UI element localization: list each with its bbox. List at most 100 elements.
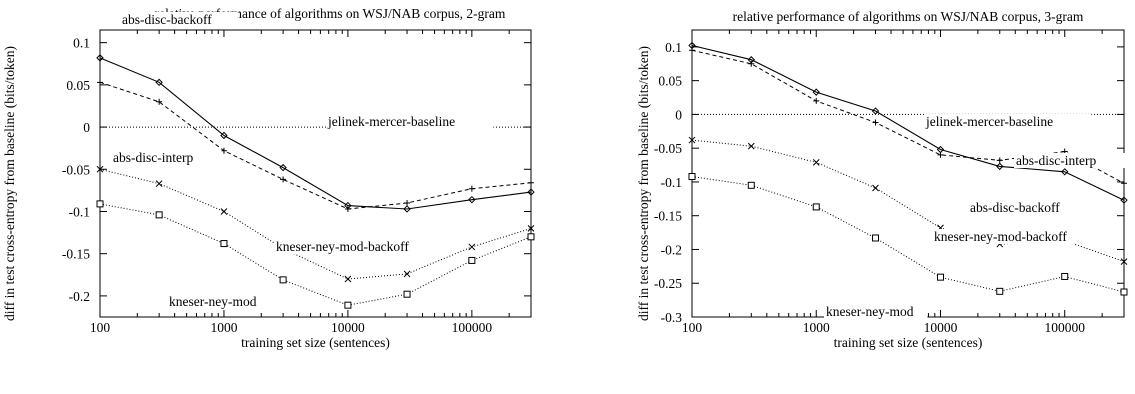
data-point-diamond (996, 162, 1004, 171)
y-tick-label: -0.2 (69, 289, 90, 304)
annotation-backdrop (111, 150, 222, 165)
data-point-plus (748, 60, 755, 67)
data-point-plus (156, 98, 163, 105)
y-tick-label: -0.05 (654, 141, 682, 156)
data-point-cross (1120, 258, 1128, 265)
annotation-label: kneser-ney-mod-backoff (276, 239, 409, 254)
x-tick-label: 100000 (1044, 320, 1085, 335)
data-point-plus (528, 179, 534, 186)
data-point-square (279, 276, 287, 284)
x-tick-label: 100 (682, 320, 703, 335)
x-tick-label: 100 (90, 320, 111, 335)
data-point-square (872, 234, 880, 242)
data-point-cross (155, 180, 163, 187)
y-tick-label: -0.3 (661, 310, 683, 325)
data-point-plus (996, 157, 1003, 164)
series-abs-disc-interp (97, 79, 534, 212)
data-point-cross (872, 184, 879, 192)
data-point-square (220, 240, 228, 248)
annotation-label: abs-disc-interp (113, 150, 193, 165)
data-point-diamond (403, 205, 411, 213)
data-point-cross (527, 225, 535, 232)
annotation-label: jelinek-mercer-baseline (327, 114, 455, 129)
data-point-plus (689, 47, 695, 54)
annotation-label: abs-disc-interp (1016, 153, 1096, 168)
series-kneser-ney-mod (688, 173, 1128, 296)
data-point-plus (344, 205, 351, 212)
series-annotation: jelinek-mercer-baseline (924, 114, 1092, 129)
data-point-diamond (1120, 196, 1128, 204)
annotation-backdrop (1014, 153, 1125, 168)
data-point-diamond (527, 188, 535, 196)
series-line (99, 81, 532, 210)
y-tick-label: 0.1 (665, 40, 682, 55)
x-tick-label: 10000 (924, 320, 958, 335)
series-line (691, 44, 1125, 201)
data-point-plus (468, 185, 475, 192)
x-tick-label: 100000 (452, 320, 493, 335)
y-tick-label: -0.15 (62, 247, 90, 262)
data-point-cross (96, 165, 104, 173)
data-point-plus (813, 97, 820, 104)
x-axis-label: training set size (sentences) (834, 335, 983, 350)
series-annotation: abs-disc-backoff (968, 200, 1086, 215)
data-point-diamond (220, 131, 228, 140)
chart-title: relative performance of algorithms on WS… (733, 9, 1084, 24)
data-point-square (155, 211, 163, 219)
data-point-diamond (812, 88, 820, 96)
annotation-backdrop (968, 200, 1086, 215)
y-tick-label: -0.05 (62, 162, 90, 177)
series-kneser-ney-mod-backoff (96, 165, 535, 283)
data-point-cross (747, 142, 755, 150)
series-annotation: kneser-ney-mod-backoff (274, 239, 435, 254)
y-tick-label: 0 (83, 120, 90, 135)
data-point-diamond (468, 195, 476, 204)
chart-panel-2: relative performance of algorithms on WS… (636, 9, 1128, 350)
data-point-square (1120, 288, 1128, 296)
series-kneser-ney-mod (96, 200, 535, 309)
series-annotation: kneser-ney-mod (167, 294, 271, 309)
annotation-label: jelinek-mercer-baseline (925, 114, 1053, 129)
data-point-square (936, 273, 944, 281)
data-point-plus (937, 151, 944, 158)
data-point-plus (1121, 180, 1127, 187)
series-annotation: kneser-ney-mod (824, 304, 928, 319)
x-tick-label: 1000 (210, 320, 237, 335)
data-point-cross (403, 270, 411, 278)
annotation-backdrop (167, 294, 271, 309)
y-tick-label: -0.25 (654, 276, 682, 291)
data-point-square (1061, 272, 1069, 280)
data-point-cross (468, 243, 476, 251)
chart-panel-1: relative performance of algorithms on WS… (2, 6, 535, 350)
series-line (99, 57, 532, 210)
annotation-label: kneser-ney-mod (826, 304, 914, 319)
series-annotation: abs-disc-interp (111, 150, 222, 165)
data-point-square (527, 233, 535, 241)
annotation-label: kneser-ney-mod (169, 294, 257, 309)
data-point-square (996, 287, 1004, 295)
data-point-square (747, 181, 755, 189)
data-point-square (344, 301, 352, 309)
data-point-cross (812, 159, 820, 166)
annotation-label: abs-disc-backoff (122, 12, 212, 27)
annotation-label: abs-disc-backoff (970, 200, 1060, 215)
y-axis-label: diff in test cross-entropy from baseline… (636, 46, 651, 321)
y-tick-label: -0.1 (69, 204, 90, 219)
data-point-square (468, 256, 476, 264)
data-point-plus (872, 119, 879, 126)
data-point-diamond (155, 78, 163, 87)
annotation-backdrop (326, 114, 494, 129)
y-tick-label: -0.1 (661, 175, 682, 190)
y-tick-label: -0.15 (654, 209, 682, 224)
y-axis-label: diff in test cross-entropy from baseline… (2, 46, 17, 321)
data-point-diamond (279, 163, 287, 172)
data-point-cross (688, 136, 696, 144)
y-tick-label: 0.05 (658, 74, 682, 89)
data-point-diamond (96, 54, 104, 62)
series-line (99, 168, 532, 280)
series-line (691, 176, 1125, 293)
data-point-plus (404, 200, 411, 207)
series-annotation: kneser-ney-mod-backoff (932, 229, 1093, 244)
data-point-square (96, 200, 104, 208)
chart-title: relative performance of algorithms on WS… (155, 6, 506, 21)
